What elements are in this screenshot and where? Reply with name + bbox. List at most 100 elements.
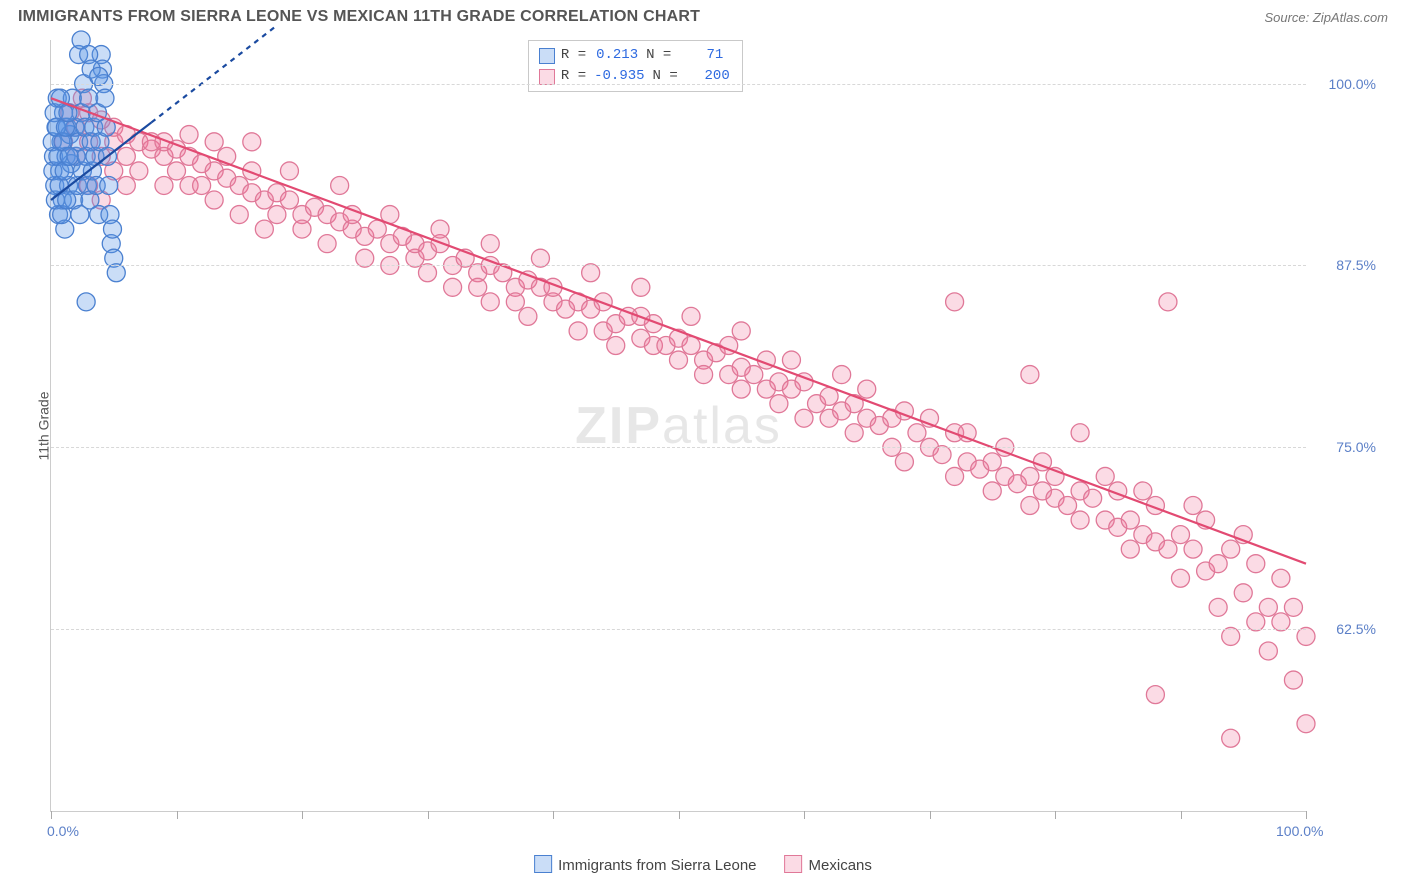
scatter-point	[77, 293, 95, 311]
scatter-point	[1234, 584, 1252, 602]
scatter-point	[908, 424, 926, 442]
gridline-h	[51, 265, 1306, 266]
scatter-point	[1209, 598, 1227, 616]
scatter-point	[1184, 540, 1202, 558]
scatter-point	[1184, 497, 1202, 515]
swatch-a	[539, 48, 555, 64]
scatter-point	[983, 482, 1001, 500]
r-label-a: R =	[561, 45, 586, 66]
x-tick	[553, 811, 554, 819]
x-tick	[679, 811, 680, 819]
legend-swatch-b	[785, 855, 803, 873]
scatter-point	[833, 366, 851, 384]
scatter-point	[1259, 642, 1277, 660]
x-tick	[1181, 811, 1182, 819]
scatter-point	[1121, 540, 1139, 558]
scatter-point	[858, 380, 876, 398]
scatter-point	[130, 162, 148, 180]
scatter-point	[946, 293, 964, 311]
scatter-point	[180, 126, 198, 144]
scatter-point	[1059, 497, 1077, 515]
legend-item-b: Mexicans	[785, 855, 872, 874]
y-tick-label: 100.0%	[1316, 76, 1376, 92]
scatter-point	[1259, 598, 1277, 616]
gridline-h	[51, 629, 1306, 630]
scatter-point	[230, 206, 248, 224]
scatter-point	[117, 176, 135, 194]
x-tick-label: 100.0%	[1276, 823, 1323, 839]
scatter-svg	[51, 40, 1306, 811]
scatter-point	[205, 191, 223, 209]
gridline-h	[51, 447, 1306, 448]
x-tick	[930, 811, 931, 819]
swatch-b	[539, 69, 555, 85]
scatter-point	[682, 307, 700, 325]
scatter-point	[1084, 489, 1102, 507]
scatter-point	[481, 235, 499, 253]
scatter-point	[193, 176, 211, 194]
scatter-point	[946, 467, 964, 485]
scatter-point	[1284, 671, 1302, 689]
scatter-point	[745, 366, 763, 384]
scatter-point	[1071, 511, 1089, 529]
scatter-point	[481, 293, 499, 311]
scatter-point	[1146, 686, 1164, 704]
x-tick	[804, 811, 805, 819]
scatter-point	[243, 133, 261, 151]
n-label-a: N =	[646, 45, 671, 66]
scatter-point	[331, 176, 349, 194]
scatter-point	[444, 278, 462, 296]
scatter-point	[1021, 366, 1039, 384]
chart-plot-area: 11th Grade ZIPatlas R = 0.213 N = 71 R =…	[50, 40, 1306, 812]
legend-label-b: Mexicans	[809, 857, 872, 874]
n-value-a: 71	[677, 45, 725, 66]
scatter-point	[732, 380, 750, 398]
scatter-point	[155, 176, 173, 194]
x-tick-label: 0.0%	[47, 823, 79, 839]
scatter-point	[1134, 482, 1152, 500]
legend-swatch-a	[534, 855, 552, 873]
scatter-point	[1222, 540, 1240, 558]
scatter-point	[1172, 569, 1190, 587]
scatter-point	[1172, 526, 1190, 544]
scatter-point	[1096, 467, 1114, 485]
scatter-point	[293, 220, 311, 238]
scatter-point	[1272, 569, 1290, 587]
legend-label-a: Immigrants from Sierra Leone	[558, 857, 756, 874]
scatter-point	[280, 191, 298, 209]
r-value-a: 0.213	[592, 45, 640, 66]
scatter-point	[280, 162, 298, 180]
scatter-point	[1159, 293, 1177, 311]
scatter-point	[506, 293, 524, 311]
scatter-point	[469, 278, 487, 296]
x-tick	[428, 811, 429, 819]
x-tick	[177, 811, 178, 819]
title-bar: IMMIGRANTS FROM SIERRA LEONE VS MEXICAN …	[0, 0, 1406, 30]
bottom-legend: Immigrants from Sierra Leone Mexicans	[534, 855, 872, 874]
x-tick	[1055, 811, 1056, 819]
scatter-point	[431, 220, 449, 238]
scatter-point	[318, 235, 336, 253]
scatter-point	[895, 453, 913, 471]
stats-row-a: R = 0.213 N = 71	[539, 45, 732, 66]
scatter-point	[100, 176, 118, 194]
scatter-point	[1021, 467, 1039, 485]
scatter-point	[695, 366, 713, 384]
trend-line	[51, 98, 1306, 564]
scatter-point	[1071, 424, 1089, 442]
scatter-point	[1021, 497, 1039, 515]
x-tick	[302, 811, 303, 819]
scatter-point	[103, 220, 121, 238]
scatter-point	[1121, 511, 1139, 529]
scatter-point	[607, 336, 625, 354]
x-tick	[51, 811, 52, 819]
scatter-point	[60, 147, 78, 165]
legend-item-a: Immigrants from Sierra Leone	[534, 855, 756, 874]
source-credit: Source: ZipAtlas.com	[1264, 10, 1388, 25]
gridline-h	[51, 84, 1306, 85]
scatter-point	[96, 89, 114, 107]
scatter-point	[569, 322, 587, 340]
scatter-point	[1159, 540, 1177, 558]
scatter-point	[1297, 715, 1315, 733]
scatter-point	[682, 336, 700, 354]
